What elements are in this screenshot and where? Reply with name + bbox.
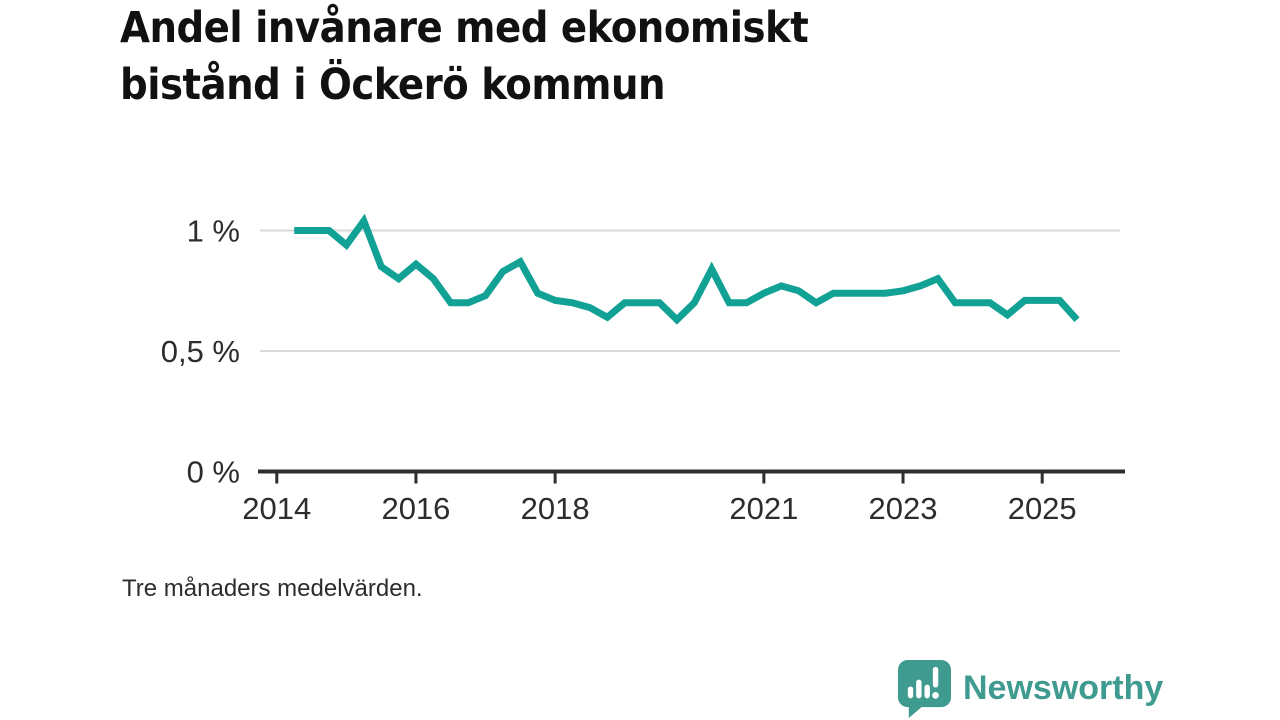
chart-title: Andel invånare med ekonomiskt bistånd i … (120, 3, 809, 110)
trend-line (294, 213, 1080, 325)
x-tick-label: 2021 (729, 491, 798, 526)
x-tick-label: 2025 (1008, 491, 1077, 526)
x-tick-label: 2016 (381, 491, 450, 526)
y-tick-label: 0 % (187, 455, 240, 490)
chart-footnote: Tre månaders medelvärden. (122, 575, 423, 602)
y-tick-label: 0,5 % (161, 334, 240, 369)
y-tick-label: 1 % (187, 214, 240, 249)
newsworthy-wordmark: Newsworthy (963, 669, 1164, 707)
newsworthy-speech-bubble-barchart-icon (897, 660, 952, 718)
x-tick-label: 2014 (242, 491, 311, 526)
x-tick-label: 2023 (869, 491, 938, 526)
x-tick-label: 2018 (521, 491, 590, 526)
newsworthy-logo: Newsworthy (897, 659, 1163, 718)
